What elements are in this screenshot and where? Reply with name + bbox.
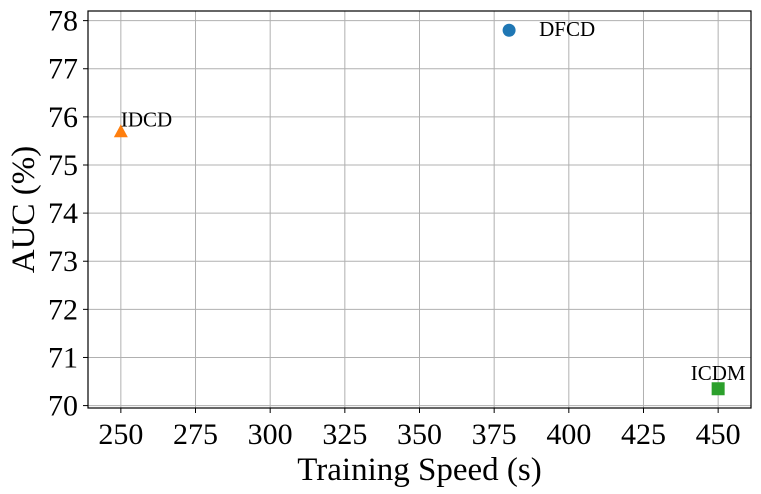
ticks-layer: 250 275 300 325 350 375 400 425 450 70 71 72 73 74 75 7… [48,5,741,451]
point-idcd [113,124,128,138]
point-icdm [711,382,725,396]
x-tick-label: 250 [98,418,143,451]
point-label-icdm: ICDM [691,361,746,385]
y-tick-label: 73 [48,245,78,278]
x-tick-label: 425 [621,418,666,451]
y-tick-label: 71 [48,341,78,374]
y-axis-label: AUC (%) [6,146,42,273]
y-tick-label: 70 [48,390,78,423]
x-tick-label: 325 [322,418,367,451]
y-tick-label: 72 [48,293,78,326]
y-tick-label: 78 [48,5,78,38]
point-dfcd [502,23,516,37]
x-tick-label: 275 [173,418,218,451]
y-tick-label: 75 [48,149,78,182]
plot-frame [87,10,752,409]
point-label-idcd: IDCD [121,107,172,131]
x-tick-label: 450 [696,418,741,451]
grid-layer [88,11,751,408]
x-tick-label: 400 [546,418,591,451]
points-layer: DFCD IDCD ICDM [113,17,746,396]
x-axis-label: Training Speed (s) [297,452,541,488]
point-label-dfcd: DFCD [539,17,595,41]
y-tick-label: 77 [48,53,78,86]
y-tick-label: 74 [48,197,78,230]
y-tick-label: 76 [48,101,78,134]
x-tick-label: 300 [248,418,293,451]
x-tick-label: 375 [472,418,517,451]
x-tick-label: 350 [397,418,442,451]
